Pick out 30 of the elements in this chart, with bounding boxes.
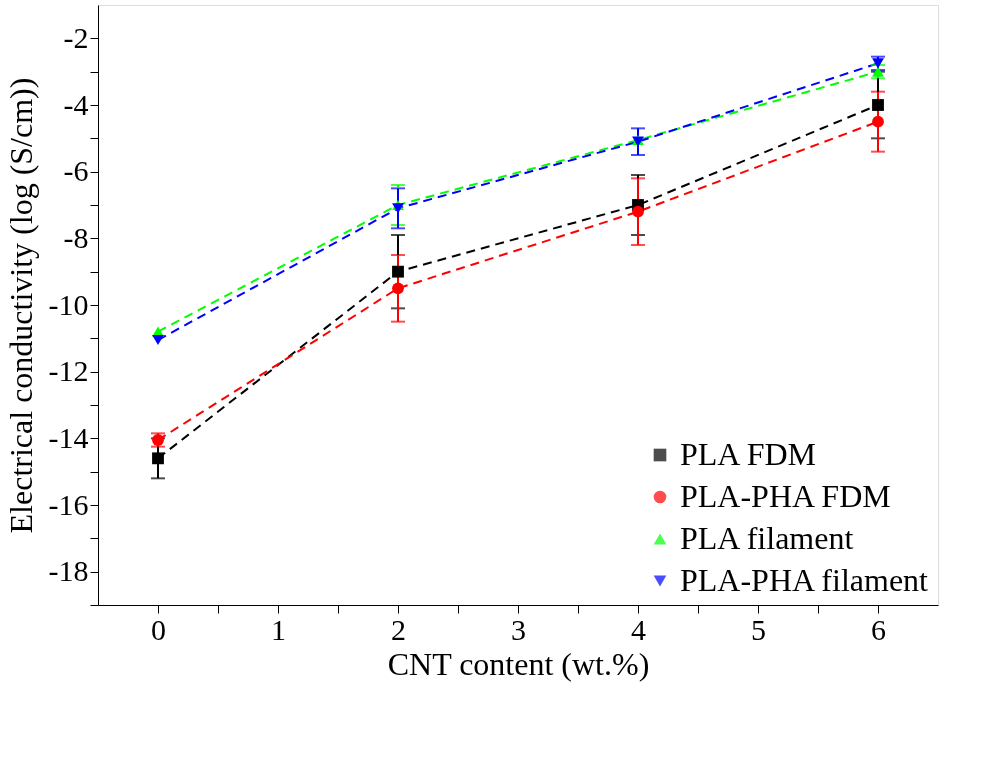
legend-label: PLA-PHA FDM [680,478,891,514]
y-tick-label: -16 [48,487,89,521]
x-tick-label: 1 [271,612,286,646]
x-axis-title: CNT content (wt.%) [387,645,650,682]
y-tick-label: -14 [48,420,89,454]
point [392,265,404,278]
point [872,99,884,111]
point [392,282,404,295]
y-axis-title: Electrical conductivity (log (S/cm)) [2,77,39,534]
point [872,115,884,128]
point [632,205,644,218]
x-tick-label: 5 [751,612,766,646]
point [152,334,164,346]
point [152,452,164,465]
legend-label: PLA filament [680,520,854,556]
legend-label: PLA FDM [680,436,817,472]
x-tick-label: 4 [631,612,646,646]
y-tick-label: -10 [48,287,89,321]
y-tick-label: -6 [63,154,89,188]
y-tick-label: -18 [48,554,89,588]
y-tick-label: -8 [63,220,89,254]
y-tick-label: -2 [63,20,89,54]
x-tick-label: 0 [151,612,166,646]
point [872,58,884,69]
y-tick-label: -12 [48,354,89,388]
legend-label: PLA-PHA filament [680,562,929,598]
y-tick-label: -4 [63,87,89,121]
x-tick-label: 6 [871,612,886,646]
x-tick-label: 2 [391,612,406,646]
x-tick-label: 3 [511,612,526,646]
